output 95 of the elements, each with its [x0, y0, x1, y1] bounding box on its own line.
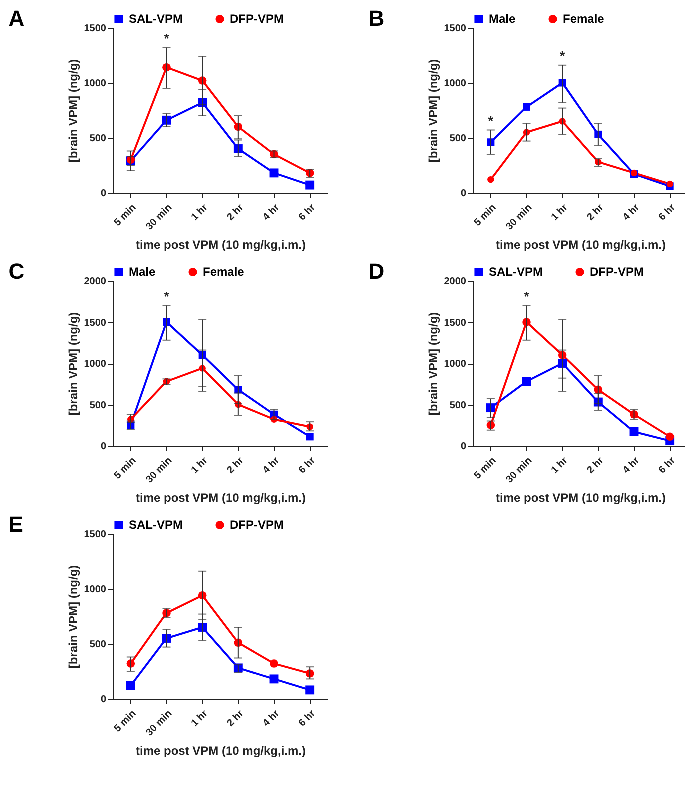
- annotation: *: [524, 288, 530, 304]
- x-tick-label: 6 hr: [657, 455, 678, 476]
- point: [126, 681, 136, 690]
- x-tick-label: 5 min: [472, 456, 499, 482]
- y-axis-title: [brain VPM] (ng/g): [66, 59, 80, 163]
- y-tick-label: 1000: [444, 78, 467, 90]
- point: [270, 674, 279, 684]
- point: [522, 377, 532, 386]
- x-tick-label: 6 hr: [297, 202, 318, 224]
- x-tick-label: 1 hr: [550, 455, 570, 476]
- x-tick-label: 1 hr: [550, 202, 570, 224]
- chart-title: C: [8, 259, 25, 284]
- point: [666, 432, 674, 442]
- x-axis-title: time post VPM (10 mg/kg,i.m.): [496, 238, 666, 252]
- point: [666, 180, 674, 188]
- y-axis-title: [brain VPM] (ng/g): [426, 59, 440, 163]
- legend-label: DFP-VPM: [230, 12, 284, 26]
- legend-label: Female: [563, 12, 605, 26]
- x-tick-label: 30 min: [504, 456, 535, 486]
- x-tick-label: 30 min: [144, 708, 175, 739]
- x-tick-label: 30 min: [504, 202, 535, 233]
- chart-title: B: [368, 6, 385, 31]
- x-tick-label: 6 hr: [297, 455, 318, 476]
- y-tick-label: 500: [90, 400, 107, 412]
- legend-label: SAL-VPM: [129, 518, 184, 532]
- x-tick-label: 6 hr: [657, 202, 678, 224]
- x-tick-label: 1 hr: [190, 708, 210, 730]
- x-tick-label: 2 hr: [585, 202, 606, 224]
- x-tick-label: 5 min: [112, 202, 139, 229]
- x-tick-label: 2 hr: [585, 455, 606, 476]
- x-tick-label: 6 hr: [297, 708, 318, 730]
- x-axis-title: time post VPM (10 mg/kg,i.m.): [136, 744, 306, 758]
- point: [488, 176, 494, 184]
- y-tick-label: 0: [460, 442, 467, 452]
- point: [522, 103, 531, 111]
- y-tick-label: 1000: [444, 359, 467, 370]
- point: [630, 428, 639, 436]
- y-axis-title: [brain VPM] (ng/g): [66, 312, 80, 416]
- x-tick-label: 30 min: [144, 456, 175, 486]
- x-tick-label: 2 hr: [225, 708, 246, 730]
- annotation: *: [164, 288, 170, 304]
- y-tick-label: 0: [100, 694, 107, 706]
- x-tick-label: 2 hr: [225, 455, 246, 476]
- y-tick-label: 500: [450, 134, 467, 144]
- x-tick-label: 1 hr: [190, 455, 210, 476]
- y-tick-label: 1000: [84, 78, 107, 90]
- y-tick-label: 500: [450, 400, 467, 412]
- x-tick-label: 4 hr: [261, 202, 282, 224]
- x-tick-label: 2 hr: [225, 202, 246, 224]
- x-tick-label: 30 min: [144, 202, 175, 233]
- chart-title: D: [368, 259, 385, 284]
- x-tick-label: 4 hr: [621, 202, 642, 224]
- y-tick-label: 500: [90, 640, 107, 650]
- chart-title: A: [8, 6, 25, 31]
- y-tick-label: 1500: [84, 24, 107, 34]
- point: [270, 168, 279, 178]
- legend-label: SAL-VPM: [489, 265, 544, 280]
- point: [306, 686, 315, 695]
- x-tick-label: 4 hr: [261, 708, 282, 730]
- y-tick-label: 1000: [84, 584, 107, 596]
- y-tick-label: 1500: [444, 318, 467, 329]
- legend-label: SAL-VPM: [129, 12, 184, 26]
- point: [306, 180, 315, 190]
- annotation: *: [164, 30, 170, 46]
- x-tick-label: 1 hr: [190, 202, 210, 224]
- legend-label: DFP-VPM: [230, 518, 284, 532]
- y-tick-label: 1500: [84, 318, 107, 329]
- y-tick-label: 500: [90, 134, 107, 144]
- y-axis-title: [brain VPM] (ng/g): [66, 565, 80, 669]
- x-tick-label: 5 min: [112, 708, 139, 735]
- point: [270, 660, 278, 668]
- y-tick-label: 1500: [84, 530, 107, 540]
- y-tick-label: 2000: [444, 276, 467, 288]
- chart-title: E: [8, 512, 24, 537]
- legend-label: Female: [203, 265, 245, 280]
- y-axis-title: [brain VPM] (ng/g): [426, 312, 440, 416]
- x-tick-label: 5 min: [472, 202, 499, 229]
- y-tick-label: 1000: [84, 359, 107, 370]
- x-axis-title: time post VPM (10 mg/kg,i.m.): [496, 490, 666, 505]
- legend-label: Male: [129, 265, 156, 280]
- annotation: *: [560, 48, 566, 64]
- y-tick-label: 0: [100, 188, 107, 200]
- x-axis-title: time post VPM (10 mg/kg,i.m.): [136, 238, 306, 252]
- y-tick-label: 0: [460, 188, 467, 200]
- x-tick-label: 4 hr: [261, 455, 282, 476]
- x-tick-label: 4 hr: [621, 455, 642, 476]
- point: [306, 433, 314, 441]
- annotation: *: [488, 113, 494, 128]
- legend-label: DFP-VPM: [590, 265, 644, 280]
- x-tick-label: 5 min: [112, 456, 139, 482]
- y-tick-label: 2000: [84, 276, 107, 288]
- legend-label: Male: [489, 12, 516, 26]
- y-tick-label: 0: [100, 442, 107, 452]
- x-axis-title: time post VPM (10 mg/kg,i.m.): [136, 490, 306, 505]
- y-tick-label: 1500: [444, 24, 467, 34]
